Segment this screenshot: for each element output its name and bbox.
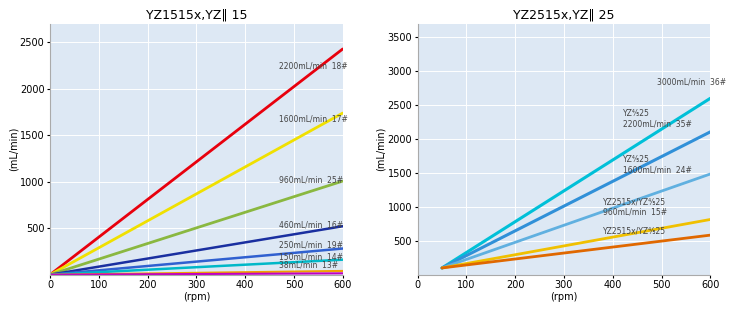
Text: 150mL/min  14#: 150mL/min 14# <box>279 252 343 261</box>
Y-axis label: (mL/min): (mL/min) <box>8 127 18 171</box>
X-axis label: (rpm): (rpm) <box>551 292 578 302</box>
Y-axis label: (mL/min): (mL/min) <box>376 127 386 171</box>
Text: 38mL/min  13#: 38mL/min 13# <box>279 260 338 269</box>
Title: YZ2515x,YZ‖ 25: YZ2515x,YZ‖ 25 <box>514 8 615 21</box>
Text: 250mL/min  19#: 250mL/min 19# <box>279 241 343 250</box>
Text: 2200mL/min  18#: 2200mL/min 18# <box>279 61 348 70</box>
Text: 1600mL/min  17#: 1600mL/min 17# <box>279 114 349 123</box>
Text: 960mL/min  25#: 960mL/min 25# <box>279 175 343 184</box>
Text: YZ2515x/YZ⅘25: YZ2515x/YZ⅘25 <box>603 226 666 235</box>
X-axis label: (rpm): (rpm) <box>183 292 210 302</box>
Title: YZ1515x,YZ‖ 15: YZ1515x,YZ‖ 15 <box>146 8 247 21</box>
Text: 460mL/min  16#: 460mL/min 16# <box>279 221 343 230</box>
Text: 3000mL/min  36#: 3000mL/min 36# <box>656 77 726 86</box>
Text: YZ2515x/YZ⅘25
960mL/min  15#: YZ2515x/YZ⅘25 960mL/min 15# <box>603 197 667 217</box>
Text: YZ⅘25
2200mL/min  35#: YZ⅘25 2200mL/min 35# <box>622 109 691 129</box>
Text: YZ⅘25
1600mL/min  24#: YZ⅘25 1600mL/min 24# <box>622 155 691 175</box>
